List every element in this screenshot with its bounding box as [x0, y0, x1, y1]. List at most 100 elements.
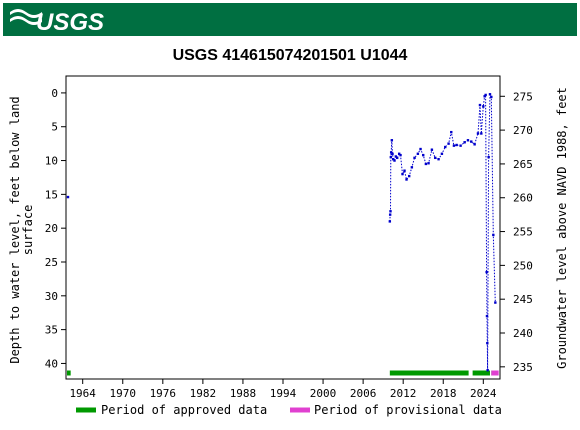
left-axis-label-line1: Depth to water level, feet below land	[8, 96, 22, 363]
x-tick-label: 2018	[430, 387, 457, 400]
data-point	[444, 145, 447, 149]
right-y-tick-label: 275	[513, 90, 533, 103]
data-point	[403, 169, 406, 172]
data-point	[485, 314, 489, 318]
x-tick-label: 2006	[350, 387, 377, 400]
data-point	[389, 155, 393, 159]
data-point	[389, 210, 392, 213]
usgs-logo-icon	[10, 9, 42, 25]
data-point	[463, 141, 466, 144]
data-point	[484, 93, 487, 97]
data-point	[405, 178, 408, 181]
data-point	[486, 369, 489, 372]
data-point	[447, 142, 450, 145]
data-point	[388, 213, 392, 216]
left-y-tick-label: 15	[45, 188, 58, 201]
left-axis-label-line2: surface	[21, 205, 35, 256]
data-point	[427, 162, 430, 165]
left-y-tick-label: 35	[45, 324, 58, 337]
left-y-tick-label: 5	[51, 121, 58, 134]
data-point	[455, 143, 458, 147]
data-point	[466, 139, 470, 142]
data-point	[490, 95, 493, 99]
data-point	[416, 152, 420, 155]
data-point	[459, 144, 462, 147]
legend: Period of approved data Period of provis…	[76, 403, 502, 417]
series-layer	[66, 93, 497, 372]
data-point	[486, 341, 489, 345]
data-point	[434, 156, 437, 160]
data-point	[480, 132, 483, 135]
plot-frame	[65, 75, 501, 380]
data-point	[476, 132, 480, 135]
usgs-logo-text: USGS	[36, 9, 104, 36]
left-y-tick-label: 20	[45, 222, 58, 235]
x-tick-label: 2000	[310, 387, 337, 400]
x-tick-label: 1964	[69, 387, 96, 400]
data-point	[401, 172, 404, 176]
right-y-tick-label: 260	[513, 192, 533, 205]
legend-approved-label: Period of approved data	[101, 403, 267, 417]
data-point	[483, 95, 486, 98]
data-point	[390, 139, 394, 142]
data-point	[485, 270, 488, 274]
right-y-tick-label: 255	[513, 226, 533, 239]
data-point	[430, 148, 434, 151]
right-y-tick-label: 245	[513, 293, 533, 306]
data-point	[407, 174, 411, 178]
data-point	[473, 143, 476, 146]
chart-title: USGS 414615074201501 U1044	[173, 47, 408, 64]
right-axis-label: Groundwater level above NAVD 1988, feet	[555, 87, 569, 369]
x-tick-label: 2012	[390, 387, 417, 400]
data-point	[452, 144, 456, 147]
data-point	[395, 156, 399, 160]
data-point	[394, 155, 398, 158]
data-point	[388, 220, 392, 223]
data-point-isolated	[66, 195, 70, 199]
x-tick-label: 1994	[270, 387, 297, 400]
banner-background	[3, 3, 577, 36]
data-point	[482, 105, 485, 108]
data-point	[393, 159, 396, 162]
x-tick-label: 1982	[190, 387, 217, 400]
data-point	[419, 147, 422, 151]
data-point	[487, 155, 490, 159]
right-y-tick-label: 265	[513, 158, 533, 171]
data-point	[399, 153, 402, 157]
data-point	[488, 93, 492, 96]
data-point	[391, 152, 394, 155]
data-point	[470, 140, 473, 143]
right-y-tick-label: 235	[513, 361, 533, 374]
left-y-axis: 0 5 10 15 20 25 30 35 40	[45, 87, 66, 370]
data-point	[424, 162, 428, 166]
right-y-axis: 275 270 265 260 255 250 245 240 235	[500, 90, 533, 374]
right-y-tick-label: 270	[513, 124, 533, 137]
left-y-tick-label: 0	[51, 87, 58, 100]
data-point	[440, 152, 444, 155]
data-point	[450, 130, 453, 134]
data-point	[391, 157, 395, 161]
x-tick-label: 2024	[470, 387, 497, 400]
usgs-banner: USGS	[3, 3, 577, 36]
data-point	[410, 166, 414, 169]
data-point	[478, 103, 482, 107]
left-y-tick-label: 30	[45, 290, 58, 303]
series-line	[389, 93, 496, 371]
data-point	[422, 153, 425, 157]
data-point	[389, 151, 393, 154]
x-tick-label: 1976	[150, 387, 177, 400]
right-y-tick-label: 240	[513, 327, 533, 340]
data-point	[437, 157, 440, 161]
data-point	[492, 233, 495, 237]
data-point	[413, 156, 416, 160]
legend-provisional-label: Period of provisional data	[314, 403, 502, 417]
right-y-tick-label: 250	[513, 259, 533, 272]
data-point	[397, 152, 401, 155]
left-y-tick-label: 25	[45, 256, 58, 269]
x-tick-label: 1988	[230, 387, 257, 400]
left-y-tick-label: 40	[45, 357, 58, 370]
x-axis: 1964 1970 1976 1982 1988 1994 2000 2006 2012 2018…	[69, 379, 497, 400]
data-point	[494, 301, 497, 304]
left-y-tick-label: 10	[45, 155, 58, 168]
